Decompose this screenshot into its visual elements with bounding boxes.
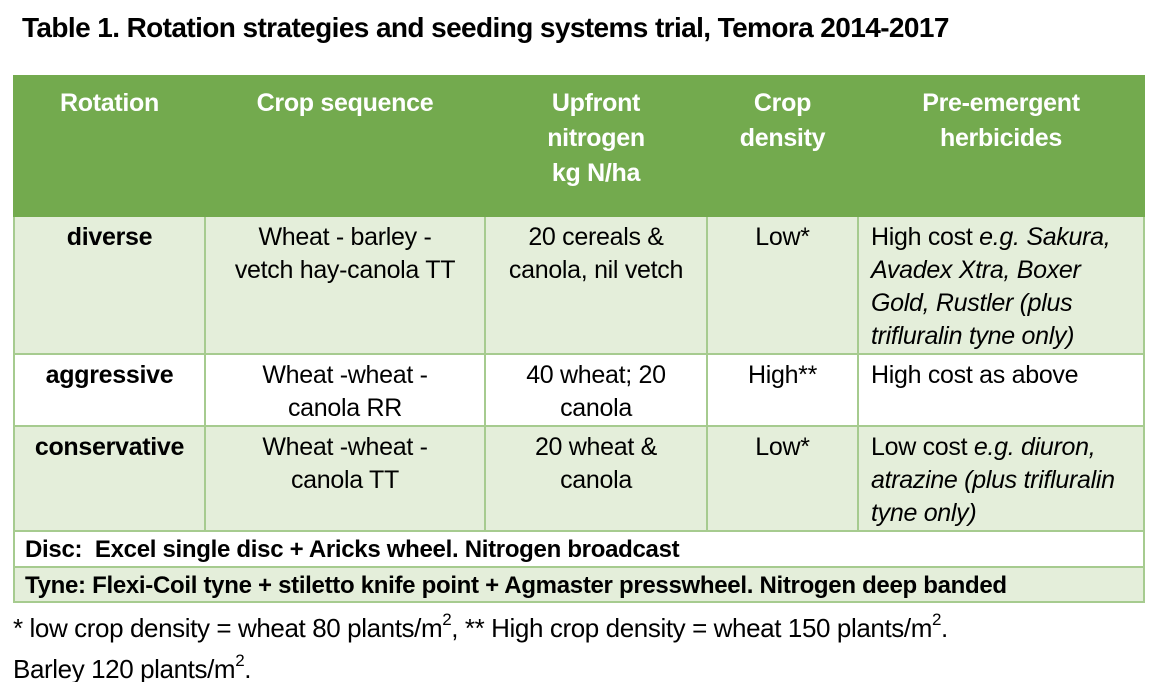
footnote-text: * low crop density = wheat 80 plants/m	[13, 613, 443, 643]
cell-crop-sequence: Wheat - barley - vetch hay-canola TT	[204, 215, 486, 355]
footer-disc-text: Disc: Excel single disc + Aricks wheel. …	[13, 530, 1145, 568]
cell-herbicides: High cost e.g. Sakura, Avadex Xtra, Boxe…	[857, 215, 1145, 355]
header-cell-crop-sequence: Crop sequence	[204, 75, 486, 217]
cell-rotation: conservative	[13, 425, 206, 532]
cell-crop-sequence: Wheat -wheat - canola TT	[204, 425, 486, 532]
footnote-line-2: Barley 120 plants/m2.	[13, 649, 1153, 682]
cell-crop-sequence: Wheat -wheat - canola RR	[204, 353, 486, 427]
table-row-aggressive: aggressive Wheat -wheat - canola RR 40 w…	[13, 353, 1145, 427]
cell-crop-density: Low*	[706, 425, 859, 532]
cell-crop-density: Low*	[706, 215, 859, 355]
header-cell-rotation: Rotation	[13, 75, 206, 217]
page-title: Table 1. Rotation strategies and seeding…	[22, 12, 949, 43]
superscript-2: 2	[442, 610, 452, 630]
table-row-diverse: diverse Wheat - barley - vetch hay-canol…	[13, 215, 1145, 355]
herbicides-text: High cost	[871, 223, 980, 251]
table-row-conservative: conservative Wheat -wheat - canola TT 20…	[13, 425, 1145, 532]
header-cell-crop-density: Crop density	[706, 75, 859, 217]
cell-upfront-nitrogen: 40 wheat; 20 canola	[484, 353, 708, 427]
cell-rotation: aggressive	[13, 353, 206, 427]
herbicides-examples: e.g. diuron, atrazine (plus trifluralin …	[871, 433, 1115, 527]
footer-tyne-text: Tyne: Flexi-Coil tyne + stiletto knife p…	[13, 566, 1145, 603]
footnote-text: .	[244, 654, 252, 682]
rotation-trial-table: Rotation Crop sequence Upfront nitrogen …	[13, 75, 1145, 603]
footer-row-tyne: Tyne: Flexi-Coil tyne + stiletto knife p…	[13, 566, 1145, 603]
header-cell-upfront-nitrogen: Upfront nitrogen kg N/ha	[484, 75, 708, 217]
cell-herbicides: Low cost e.g. diuron, atrazine (plus tri…	[857, 425, 1145, 532]
cell-herbicides: High cost as above	[857, 353, 1145, 427]
footnote-text: Barley 120 plants/m	[13, 654, 236, 682]
cell-upfront-nitrogen: 20 wheat & canola	[484, 425, 708, 532]
page: Table 1. Rotation strategies and seeding…	[0, 9, 1153, 682]
footer-row-disc: Disc: Excel single disc + Aricks wheel. …	[13, 530, 1145, 568]
header-row: Rotation Crop sequence Upfront nitrogen …	[13, 75, 1145, 217]
herbicides-examples: e.g. Sakura, Avadex Xtra, Boxer Gold, Ru…	[871, 223, 1111, 350]
cell-upfront-nitrogen: 20 cereals & canola, nil vetch	[484, 215, 708, 355]
superscript-2: 2	[235, 651, 245, 671]
footnote: * low crop density = wheat 80 plants/m2,…	[13, 608, 1153, 682]
footnote-text: .	[941, 613, 948, 643]
superscript-2: 2	[931, 610, 942, 630]
cell-rotation: diverse	[13, 215, 206, 355]
herbicides-text: Low cost	[871, 433, 974, 461]
footnote-text: , ** High crop density = wheat 150 plant…	[451, 613, 932, 643]
header-cell-pre-emergent-herbicides: Pre-emergent herbicides	[857, 75, 1145, 217]
herbicides-text: High cost as above	[871, 361, 1079, 389]
cell-crop-density: High**	[706, 353, 859, 427]
footnote-line-1: * low crop density = wheat 80 plants/m2,…	[13, 608, 1153, 649]
